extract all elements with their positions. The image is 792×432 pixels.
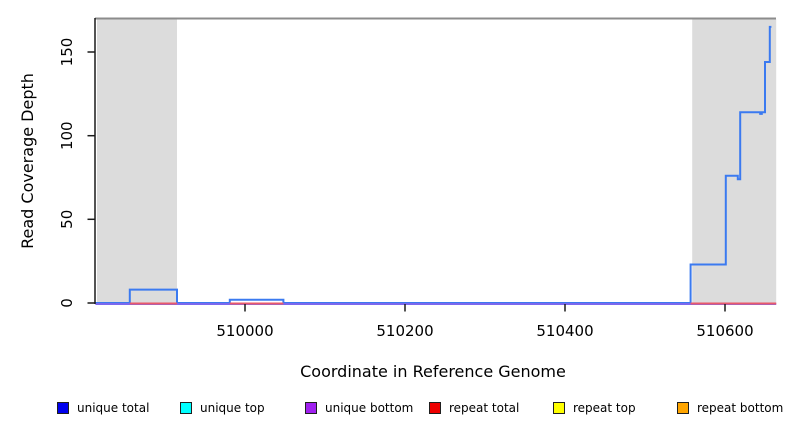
legend-item-label: unique bottom <box>325 401 414 415</box>
x-axis-title: Coordinate in Reference Genome <box>300 362 566 381</box>
legend-item-repeat-bottom: repeat bottom <box>677 397 783 419</box>
legend-item-unique-top: unique top <box>180 397 265 419</box>
legend-color-swatch <box>180 402 192 414</box>
legend-item-label: repeat total <box>449 401 520 415</box>
x-tick-label: 510600 <box>696 322 753 340</box>
coverage-chart: 0 50 100 150 510000 510200 510400 510600 Coordi… <box>18 17 777 381</box>
x-tick-label: 510000 <box>216 322 273 340</box>
legend-color-swatch <box>305 402 317 414</box>
legend-item-unique-total: unique total <box>57 397 149 419</box>
x-tick-label: 510200 <box>376 322 433 340</box>
legend-item-label: unique total <box>77 401 150 415</box>
legend-color-swatch <box>553 402 565 414</box>
legend-item-unique-bottom: unique bottom <box>305 397 413 419</box>
plot-lines-layer <box>95 17 777 305</box>
legend-color-swatch <box>429 402 441 414</box>
legend-color-swatch <box>677 402 689 414</box>
legend-color-swatch <box>57 402 69 414</box>
chart-legend: unique total unique top unique bottom repea… <box>0 397 792 421</box>
y-tick-label: 50 <box>58 210 76 229</box>
axes-layer: 0 50 100 150 510000 510200 510400 510600 <box>58 18 754 340</box>
coverage-plot-svg: 0 50 100 150 510000 510200 510400 510600 Coordi… <box>18 17 777 381</box>
x-tick-label: 510400 <box>536 322 593 340</box>
legend-item-repeat-total: repeat total <box>429 397 519 419</box>
legend-item-label: repeat top <box>573 401 636 415</box>
legend-item-label: repeat bottom <box>697 401 784 415</box>
repeat-region-right <box>692 19 777 304</box>
y-tick-label: 150 <box>58 38 76 67</box>
y-axis-title: Read Coverage Depth <box>18 73 37 249</box>
unique-total-step-line <box>95 25 772 304</box>
y-tick-label: 100 <box>58 121 76 150</box>
y-tick-label: 0 <box>58 298 76 308</box>
legend-item-repeat-top: repeat top <box>553 397 636 419</box>
legend-item-label: unique top <box>200 401 265 415</box>
repeat-region-shades <box>97 19 777 304</box>
repeat-region-left <box>97 19 177 304</box>
